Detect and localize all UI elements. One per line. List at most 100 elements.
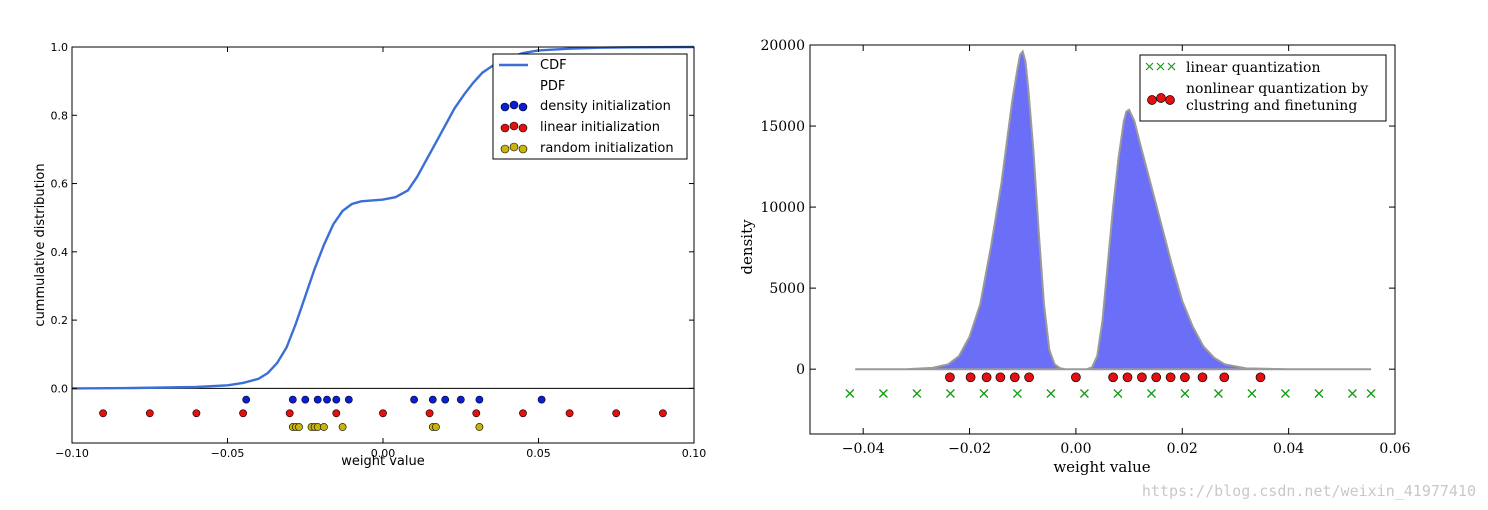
legend-linear-swatch	[500, 121, 528, 133]
y-tick-label: 10000	[760, 200, 805, 216]
linear-init-points	[99, 409, 667, 418]
nonlinear-quantization-point	[1219, 372, 1230, 383]
density-init-point	[410, 395, 418, 404]
linear-quantization-point	[845, 389, 855, 398]
nonlinear-quantization-point	[1180, 372, 1190, 383]
legend-nonlinear-quant-swatch	[1147, 93, 1175, 105]
density-init-point	[242, 395, 251, 404]
cdf-y-ticks: 0.0 0.2 0.4 0.6 0.8 1.0	[51, 41, 694, 395]
x-tick-label: 0.04	[1273, 441, 1304, 457]
y-tick-label: 0	[796, 362, 805, 378]
nonlinear-quantization-point	[1108, 372, 1118, 383]
linear-quantization-point	[1314, 389, 1324, 398]
x-tick-label: −0.05	[211, 447, 245, 460]
density-init-point	[456, 395, 465, 404]
y-tick-label: 0.6	[51, 178, 69, 191]
linear-quantization-point	[1046, 389, 1056, 398]
cdf-x-axis-label: weight value	[341, 454, 424, 469]
y-tick-label: 0.2	[51, 314, 69, 327]
legend-density-label: density initialization	[540, 99, 671, 114]
linear-init-point	[659, 409, 667, 418]
linear-quantization-points	[845, 389, 1376, 398]
density-chart: −0.04 −0.02 0.00 0.02 0.04 0.06 0 5000 10000 150…	[738, 38, 1411, 476]
linear-init-point	[99, 409, 107, 418]
x-tick-label: 0.00	[1060, 441, 1091, 457]
density-init-point	[332, 395, 341, 404]
legend-random-label: random initialization	[540, 141, 674, 156]
linear-quantization-point	[1247, 389, 1257, 398]
density-init-point	[344, 395, 353, 404]
density-axes-frame	[809, 44, 1396, 435]
linear-init-point	[472, 409, 481, 418]
linear-quantization-point	[1180, 389, 1190, 398]
density-init-point	[537, 395, 546, 404]
cdf-x-ticks: −0.10 −0.05 0.00 0.05 0.10	[55, 47, 706, 460]
x-tick-label: −0.10	[55, 447, 89, 460]
linear-quantization-point	[1366, 389, 1376, 398]
y-tick-label: 1.0	[51, 41, 69, 54]
nonlinear-quantization-point	[1024, 372, 1034, 383]
nonlinear-quantization-point	[1197, 372, 1208, 383]
linear-init-point	[192, 409, 201, 418]
y-tick-label: 15000	[760, 119, 805, 135]
cdf-legend: CDF PDF density initialization linear in…	[492, 53, 688, 160]
density-init-points	[242, 395, 546, 404]
linear-quantization-point	[1213, 389, 1223, 398]
legend-nonlinear-quant-label: nonlinear quantization by clustring and …	[1186, 81, 1373, 114]
x-tick-label: 0.05	[526, 447, 551, 460]
density-legend: linear quantization nonlinear quantizati…	[1139, 54, 1387, 122]
linear-quantization-point	[979, 389, 989, 398]
legend-density-swatch	[500, 100, 528, 112]
linear-quantization-point	[912, 389, 922, 398]
linear-quantization-point	[1012, 389, 1022, 398]
random-init-points	[288, 423, 484, 431]
nonlinear-quantization-points	[945, 372, 1266, 383]
density-init-point	[475, 395, 484, 404]
legend-cdf-label: CDF	[540, 58, 567, 73]
density-y-axis-label: density	[738, 219, 756, 275]
watermark-text: https://blog.csdn.net/weixin_41977410	[1142, 482, 1476, 500]
linear-quantization-point	[1347, 389, 1357, 398]
linear-quantization-point	[945, 389, 955, 398]
cdf-chart: −0.10 −0.05 0.00 0.05 0.10 0.0 0.2 0.4 0.6 0.8 1.…	[33, 41, 706, 469]
random-init-point	[319, 423, 328, 431]
nonlinear-quantization-point	[1009, 372, 1020, 383]
random-init-point	[475, 423, 484, 431]
x-tick-label: 0.10	[682, 447, 707, 460]
density-init-point	[313, 395, 322, 404]
linear-init-point	[519, 409, 527, 418]
density-init-point	[323, 395, 331, 404]
x-tick-label: 0.00	[371, 447, 396, 460]
linear-init-point	[379, 409, 387, 418]
nonlinear-quantization-point	[1151, 372, 1162, 383]
random-init-point	[431, 423, 440, 431]
legend-linear-quant-label: linear quantization	[1186, 60, 1320, 76]
nonlinear-quantization-point	[981, 372, 992, 383]
density-legend-box	[1139, 54, 1387, 122]
x-tick-label: −0.04	[842, 441, 885, 457]
y-tick-label: 0.0	[51, 382, 69, 395]
y-tick-label: 0.8	[51, 109, 69, 122]
density-init-point	[288, 395, 297, 404]
random-init-point	[295, 423, 303, 431]
linear-init-point	[425, 409, 434, 418]
linear-quantization-point	[1280, 389, 1290, 398]
linear-quantization-point	[878, 389, 888, 398]
density-init-point	[301, 395, 310, 404]
nonlinear-quantization-point	[1137, 372, 1147, 383]
legend-pdf-label: PDF	[540, 79, 565, 94]
y-tick-label: 5000	[769, 281, 805, 297]
density-init-point	[428, 395, 437, 404]
density-x-axis-label: weight value	[1053, 458, 1150, 476]
random-init-point	[338, 423, 347, 431]
legend-random-swatch	[500, 142, 528, 154]
linear-init-point	[565, 409, 574, 418]
legend-linear-label: linear initialization	[540, 120, 660, 135]
linear-init-point	[145, 409, 154, 418]
linear-init-point	[285, 409, 294, 418]
x-tick-label: 0.02	[1167, 441, 1198, 457]
nonlinear-quantization-point	[1122, 372, 1133, 383]
density-x-ticks: −0.04 −0.02 0.00 0.02 0.04 0.06	[842, 45, 1411, 457]
legend-linear-quant-swatch	[1145, 62, 1176, 71]
